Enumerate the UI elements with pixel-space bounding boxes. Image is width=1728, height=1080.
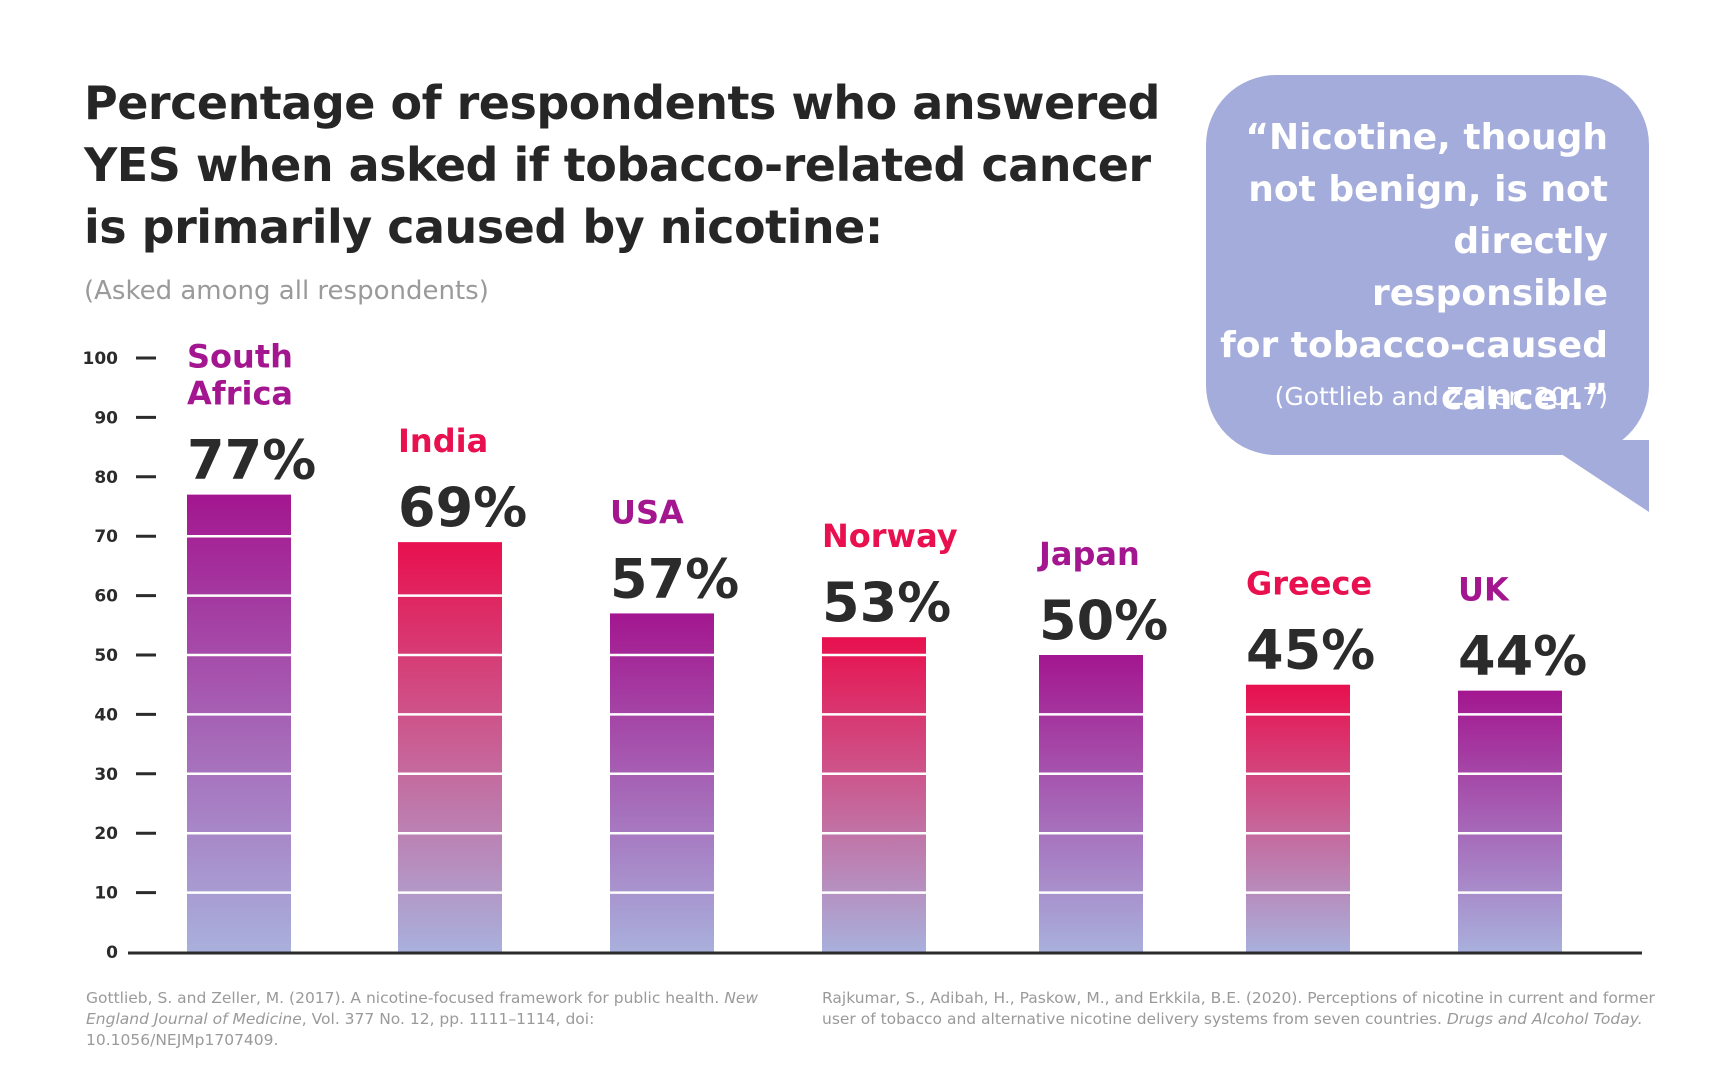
y-tick-label: 80 [94,468,118,488]
citation-details: , Vol. 377 No. 12, pp. 1111–1114, doi: 1… [86,1010,595,1049]
y-tick-label: 30 [94,765,118,785]
bar-japan [1039,655,1143,952]
bar-category-label: USA [610,493,684,531]
y-tick-label: 70 [94,527,118,547]
bar-category-label: Norway [822,517,958,555]
quote-text: “Nicotine, though not benign, is not dir… [1208,112,1608,424]
quote-bubble [1206,75,1649,455]
source-citation-right: Rajkumar, S., Adibah, H., Paskow, M., an… [822,988,1662,1030]
quote-line: cancer.” [1441,377,1608,418]
bar-greece [1246,684,1350,952]
bar-value-label: 53% [822,571,951,634]
bar-south-africa [187,494,291,952]
bar-usa [610,613,714,952]
y-tick-label: 40 [94,705,118,725]
citation-text: Gottlieb, S. and Zeller, M. (2017). A ni… [86,989,725,1007]
chart-subtitle: (Asked among all respondents) [84,276,489,306]
bar-category-label: Africa [187,375,293,413]
bar-norway [822,637,926,952]
bar-value-label: 50% [1039,589,1168,652]
bar-uk [1458,690,1562,952]
y-axis: 0 10 20 30 40 50 60 70 80 90 100 [83,349,156,963]
quote-line: not benign, is not [1248,169,1608,210]
y-tick-label: 50 [94,646,118,666]
quote-line: “Nicotine, though [1245,117,1608,158]
bar-category-label: Greece [1246,565,1372,603]
y-tick-label: 100 [83,349,119,369]
quote-line: for tobacco-caused [1220,325,1608,366]
quote-bubble-tail [1540,440,1649,512]
bar-value-label: 69% [398,476,527,539]
citation-journal: Drugs and Alcohol Today. [1446,1010,1643,1028]
bar-value-label: 44% [1458,625,1587,688]
y-tick-label: 60 [94,587,118,607]
chart-title: Percentage of respondents who answered Y… [84,72,1160,258]
source-citation-left: Gottlieb, S. and Zeller, M. (2017). A ni… [86,988,786,1051]
y-tick-label: 0 [106,943,118,963]
quote-line: directly responsible [1371,221,1608,314]
bar-india [398,542,502,952]
y-tick-label: 20 [94,824,118,844]
bars-group [187,494,1562,952]
citation-text: Rajkumar, S., Adibah, H., Paskow, M., an… [822,989,1655,1028]
y-tick-label: 10 [94,884,118,904]
bar-category-label: UK [1458,571,1510,609]
quote-citation: (Gottlieb and Zeller, 2017) [1274,382,1608,411]
title-line-1: Percentage of respondents who answered [84,76,1160,130]
bar-category-label: India [398,422,488,460]
y-tick-label: 90 [94,408,118,428]
bar-category-label: South [187,338,293,376]
bar-value-label: 57% [610,547,739,610]
title-line-3: is primarily caused by nicotine: [84,200,883,254]
citation-journal: New England Journal of Medicine [86,989,759,1028]
title-line-2: YES when asked if tobacco-related cancer [84,138,1151,192]
bar-category-label: Japan [1037,535,1140,573]
bar-value-label: 77% [187,429,316,492]
bar-value-label: 45% [1246,619,1375,682]
